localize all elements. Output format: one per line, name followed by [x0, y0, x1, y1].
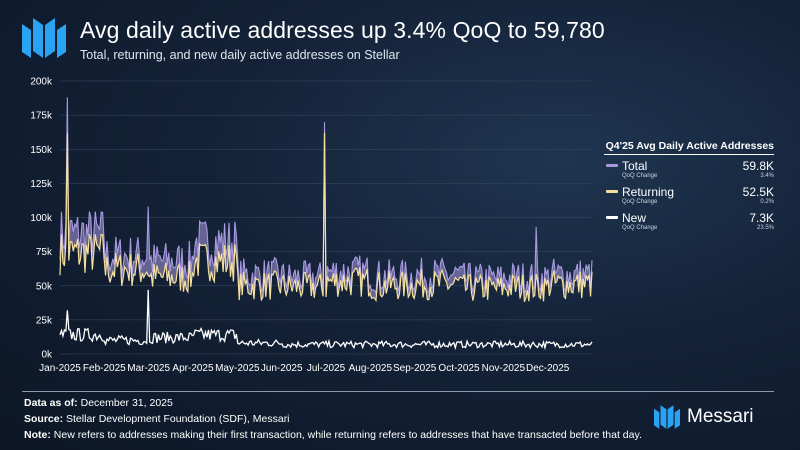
legend-change: 23.5% [756, 225, 774, 231]
x-tick-label: Apr-2025 [172, 363, 214, 374]
legend-item-returning: Returning 52.5K QoQ Change 0.2% [604, 185, 774, 211]
footer-note: Note: New refers to addresses making the… [24, 429, 642, 441]
y-tick-label: 50k [36, 281, 53, 292]
y-tick-label: 0k [41, 350, 53, 361]
y-tick-label: 200k [30, 77, 53, 88]
series-returning-line [59, 132, 593, 303]
legend-name: New [622, 211, 647, 225]
brand-name: Messari [687, 406, 754, 427]
x-tick-label: Feb-2025 [83, 363, 126, 374]
legend-name: Total [622, 159, 648, 173]
legend-item-total: Total 59.8K QoQ Change 3.4% [604, 159, 774, 185]
y-tick-label: 75k [36, 247, 53, 258]
x-tick-label: Jul-2025 [307, 363, 346, 374]
data-as-of-value: December 31, 2025 [80, 397, 173, 409]
note-value: New refers to addresses making their fir… [53, 429, 642, 441]
messari-brand: Messari [654, 404, 784, 430]
messari-brand-icon [654, 405, 680, 429]
legend-sub: QoQ Change [622, 199, 658, 205]
legend-value: 59.8K [742, 159, 774, 173]
chart-subtitle: Total, returning, and new daily active a… [80, 48, 400, 62]
legend-name: Returning [622, 185, 675, 199]
x-tick-label: May-2025 [215, 363, 260, 374]
legend-change: 0.2% [760, 199, 774, 205]
source-label: Source: [24, 413, 64, 425]
y-tick-label: 100k [30, 213, 53, 224]
legend-value: 52.5K [742, 185, 774, 199]
legend-title: Q4'25 Avg Daily Active Addresses [604, 140, 774, 155]
y-tick-label: 150k [30, 145, 53, 156]
legend-swatch-returning [606, 190, 618, 193]
chart-legend: Q4'25 Avg Daily Active Addresses Total 5… [604, 140, 774, 237]
legend-change: 3.4% [760, 173, 774, 179]
x-tick-label: Aug-2025 [349, 363, 393, 374]
legend-swatch-total [606, 164, 618, 167]
legend-item-new: New 7.3K QoQ Change 23.5% [604, 211, 774, 237]
x-tick-label: Oct-2025 [438, 363, 480, 374]
y-tick-label: 175k [30, 111, 53, 122]
legend-sub: QoQ Change [622, 225, 658, 231]
chart-title: Avg daily active addresses up 3.4% QoQ t… [80, 17, 605, 43]
legend-value: 7.3K [749, 211, 774, 225]
footer-data-as-of: Data as of: December 31, 2025 [24, 397, 173, 409]
note-label: Note: [24, 429, 51, 441]
active-addresses-chart: 0k 25k 50k 75k 100k 125k 150k 175k 200k Jan-2025 F… [30, 77, 593, 374]
x-tick-label: Mar-2025 [127, 363, 170, 374]
footer-divider [22, 391, 774, 392]
x-tick-label: Jun-2025 [261, 363, 303, 374]
x-tick-label: Dec-2025 [526, 363, 570, 374]
series-new-line [59, 289, 593, 351]
y-tick-label: 25k [36, 315, 53, 326]
x-tick-label: Sep-2025 [393, 363, 437, 374]
footer-source: Source: Stellar Development Foundation (… [24, 413, 290, 425]
legend-swatch-new [606, 216, 618, 219]
x-tick-label: Jan-2025 [39, 363, 81, 374]
legend-sub: QoQ Change [622, 173, 658, 179]
source-value: Stellar Development Foundation (SDF), Me… [66, 413, 290, 425]
x-tick-label: Nov-2025 [482, 363, 526, 374]
data-as-of-label: Data as of: [24, 397, 78, 409]
y-tick-label: 125k [30, 179, 53, 190]
messari-logo-icon [22, 18, 66, 58]
